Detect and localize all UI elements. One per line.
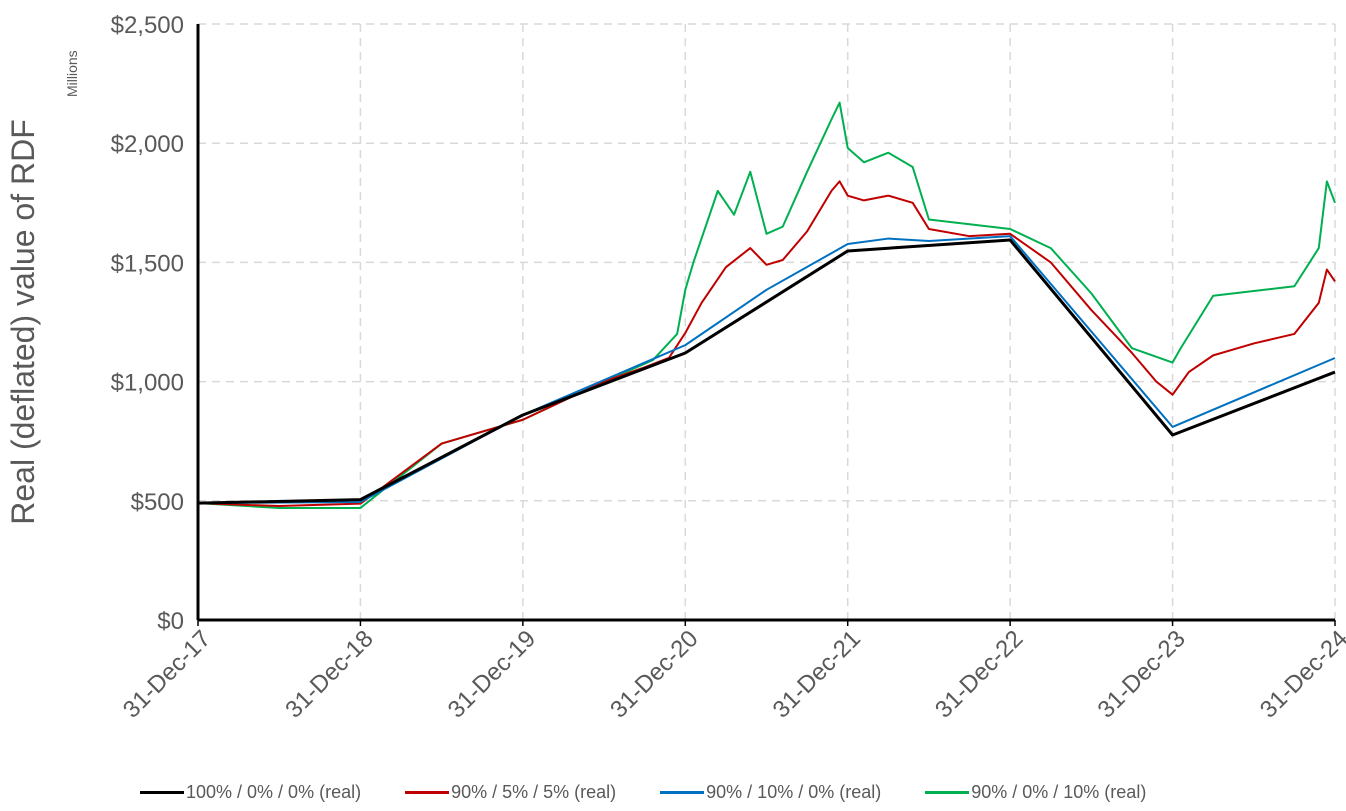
legend-swatch bbox=[405, 791, 450, 794]
x-tick-label: 31-Dec-24 bbox=[1255, 625, 1346, 723]
series-line bbox=[197, 238, 1336, 505]
series-line bbox=[197, 235, 1336, 505]
legend-label: 90% / 5% / 5% (real) bbox=[451, 782, 617, 802]
x-tick-label: 31-Dec-17 bbox=[118, 625, 216, 723]
legend-item: 90% / 10% / 0% (real) bbox=[660, 782, 881, 803]
legend-swatch bbox=[925, 791, 970, 794]
series-line bbox=[197, 101, 1336, 509]
y-axis-unit-label: Millions bbox=[64, 50, 80, 97]
legend: 100% / 0% / 0% (real) 90% / 5% / 5% (real… bbox=[140, 782, 1146, 803]
y-tick-label: $2,500 bbox=[111, 12, 184, 39]
legend-label: 90% / 10% / 0% (real) bbox=[706, 782, 882, 802]
legend-label: 100% / 0% / 0% (real) bbox=[186, 782, 362, 802]
legend-item: 100% / 0% / 0% (real) bbox=[140, 782, 361, 803]
y-axis-title: Real (deflated) value of RDF bbox=[5, 119, 41, 525]
legend-swatch bbox=[140, 791, 184, 794]
y-tick-label: $0 bbox=[157, 608, 184, 635]
legend-swatch bbox=[660, 791, 705, 794]
x-tick-label: 31-Dec-20 bbox=[605, 625, 703, 723]
legend-item: 90% / 0% / 10% (real) bbox=[925, 782, 1146, 803]
legend-item: 90% / 5% / 5% (real) bbox=[405, 782, 616, 803]
x-tick-label: 31-Dec-22 bbox=[930, 625, 1028, 723]
x-tick-label: 31-Dec-23 bbox=[1092, 625, 1190, 723]
y-tick-label: $500 bbox=[131, 489, 184, 516]
y-tick-label: $2,000 bbox=[111, 131, 184, 158]
chart-svg: $0 $500 $1,000 $1,500 $2,000 $2,500 31-Dec-17 3… bbox=[5, 12, 1346, 723]
y-tick-label: $1,000 bbox=[111, 370, 184, 397]
x-tick-label: 31-Dec-18 bbox=[280, 625, 378, 723]
legend-label: 90% / 0% / 10% (real) bbox=[971, 782, 1147, 802]
y-tick-label: $1,500 bbox=[111, 250, 184, 277]
x-tick-label: 31-Dec-21 bbox=[768, 625, 866, 723]
x-tick-label: 31-Dec-19 bbox=[443, 625, 541, 723]
